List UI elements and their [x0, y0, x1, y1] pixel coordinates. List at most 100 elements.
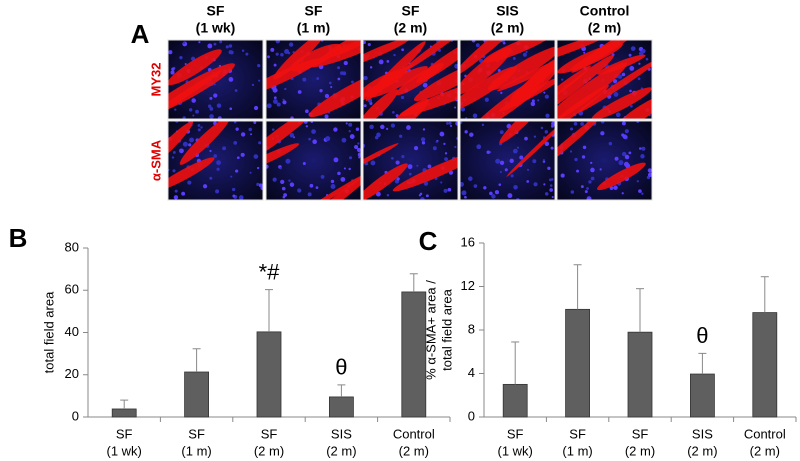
nucleus [348, 156, 353, 160]
nucleus [621, 192, 624, 195]
nucleus [444, 157, 448, 162]
nucleus [460, 107, 466, 112]
nucleus [333, 127, 338, 132]
nucleus [305, 109, 309, 114]
y-tick-label: 20 [65, 366, 79, 381]
stained-fiber [498, 76, 555, 112]
nucleus [481, 123, 485, 127]
nucleus [512, 56, 516, 60]
x-tick-label: Control [744, 426, 786, 441]
nucleus [179, 56, 183, 60]
nucleus [537, 99, 540, 102]
nucleus [583, 51, 586, 54]
bar [752, 312, 778, 418]
nucleus [542, 159, 545, 162]
stained-fiber [273, 40, 326, 80]
nucleus [270, 47, 275, 52]
nucleus [351, 80, 354, 84]
nucleus [282, 100, 287, 105]
micrograph-content [168, 121, 263, 200]
nucleus [408, 172, 412, 176]
nucleus [608, 141, 613, 146]
nucleus [241, 49, 245, 53]
nucleus [600, 131, 605, 136]
nucleus [258, 79, 261, 82]
nucleus [395, 160, 400, 165]
micrograph-content [557, 121, 652, 200]
nucleus [617, 74, 623, 79]
micrograph-border [167, 120, 264, 201]
nucleus [613, 92, 619, 97]
x-tick-label: (2 m) [750, 443, 780, 458]
stained-fiber [612, 95, 652, 119]
nucleus [533, 135, 537, 138]
micrograph-content [363, 121, 458, 200]
x-tick-label: (1 wk) [107, 443, 142, 458]
stained-fiber [363, 89, 399, 119]
stained-fiber [179, 121, 230, 165]
nucleus [386, 127, 389, 130]
column-header: SF [402, 3, 420, 19]
nucleus [363, 143, 366, 148]
column-header: SF [305, 3, 323, 19]
micrograph-content [460, 121, 555, 200]
nucleus [532, 159, 537, 164]
nucleus [526, 168, 530, 171]
nucleus [630, 46, 636, 52]
column-header: Control [580, 3, 630, 19]
nucleus [260, 185, 263, 191]
nucleus [612, 79, 618, 84]
nucleus [357, 142, 360, 145]
nucleus [283, 193, 287, 197]
nucleus [325, 136, 331, 142]
nucleus [444, 152, 448, 155]
nucleus [328, 81, 332, 85]
bar [184, 371, 210, 418]
nucleus [464, 195, 467, 199]
nucleus [369, 124, 374, 130]
nucleus [548, 178, 552, 182]
nucleus [420, 197, 425, 200]
nucleus [580, 185, 584, 189]
nucleus [455, 121, 458, 126]
x-tick-label: (1 m) [562, 443, 592, 458]
nucleus [378, 59, 384, 65]
nucleus [600, 121, 605, 124]
nucleus [267, 55, 270, 59]
nucleus [629, 66, 635, 71]
micrograph-content [266, 121, 361, 200]
nucleus [343, 167, 346, 170]
nucleus [171, 156, 175, 159]
nucleus [461, 190, 467, 196]
bar-chart: B 0 20 40 60 80 total field area SF (1 wk) SF (1 m… [9, 223, 451, 458]
nucleus [489, 191, 493, 196]
nucleus [217, 116, 222, 119]
nucleus [609, 186, 614, 191]
stained-fiber [299, 173, 361, 200]
nucleus [561, 78, 564, 81]
nucleus [524, 136, 528, 141]
nucleus [544, 192, 549, 196]
nucleus [245, 52, 249, 56]
nucleus [406, 125, 411, 130]
nucleus [356, 147, 361, 153]
nucleus [380, 124, 385, 130]
nucleus [303, 121, 308, 124]
nucleus [586, 196, 592, 200]
nucleus [586, 187, 589, 190]
nucleus [280, 179, 285, 184]
x-tick-label: SF [188, 426, 205, 441]
nucleus [280, 52, 284, 57]
nucleus [647, 172, 652, 177]
nucleus [576, 169, 580, 173]
stained-fiber [557, 84, 609, 119]
nucleus [215, 189, 220, 194]
stained-fiber [591, 87, 652, 119]
nucleus [240, 152, 245, 157]
row-label: MY32 [148, 63, 163, 97]
nucleus [370, 160, 376, 166]
nucleus [400, 95, 405, 100]
nucleus [229, 107, 233, 111]
nucleus [225, 45, 229, 49]
nucleus [222, 146, 227, 151]
